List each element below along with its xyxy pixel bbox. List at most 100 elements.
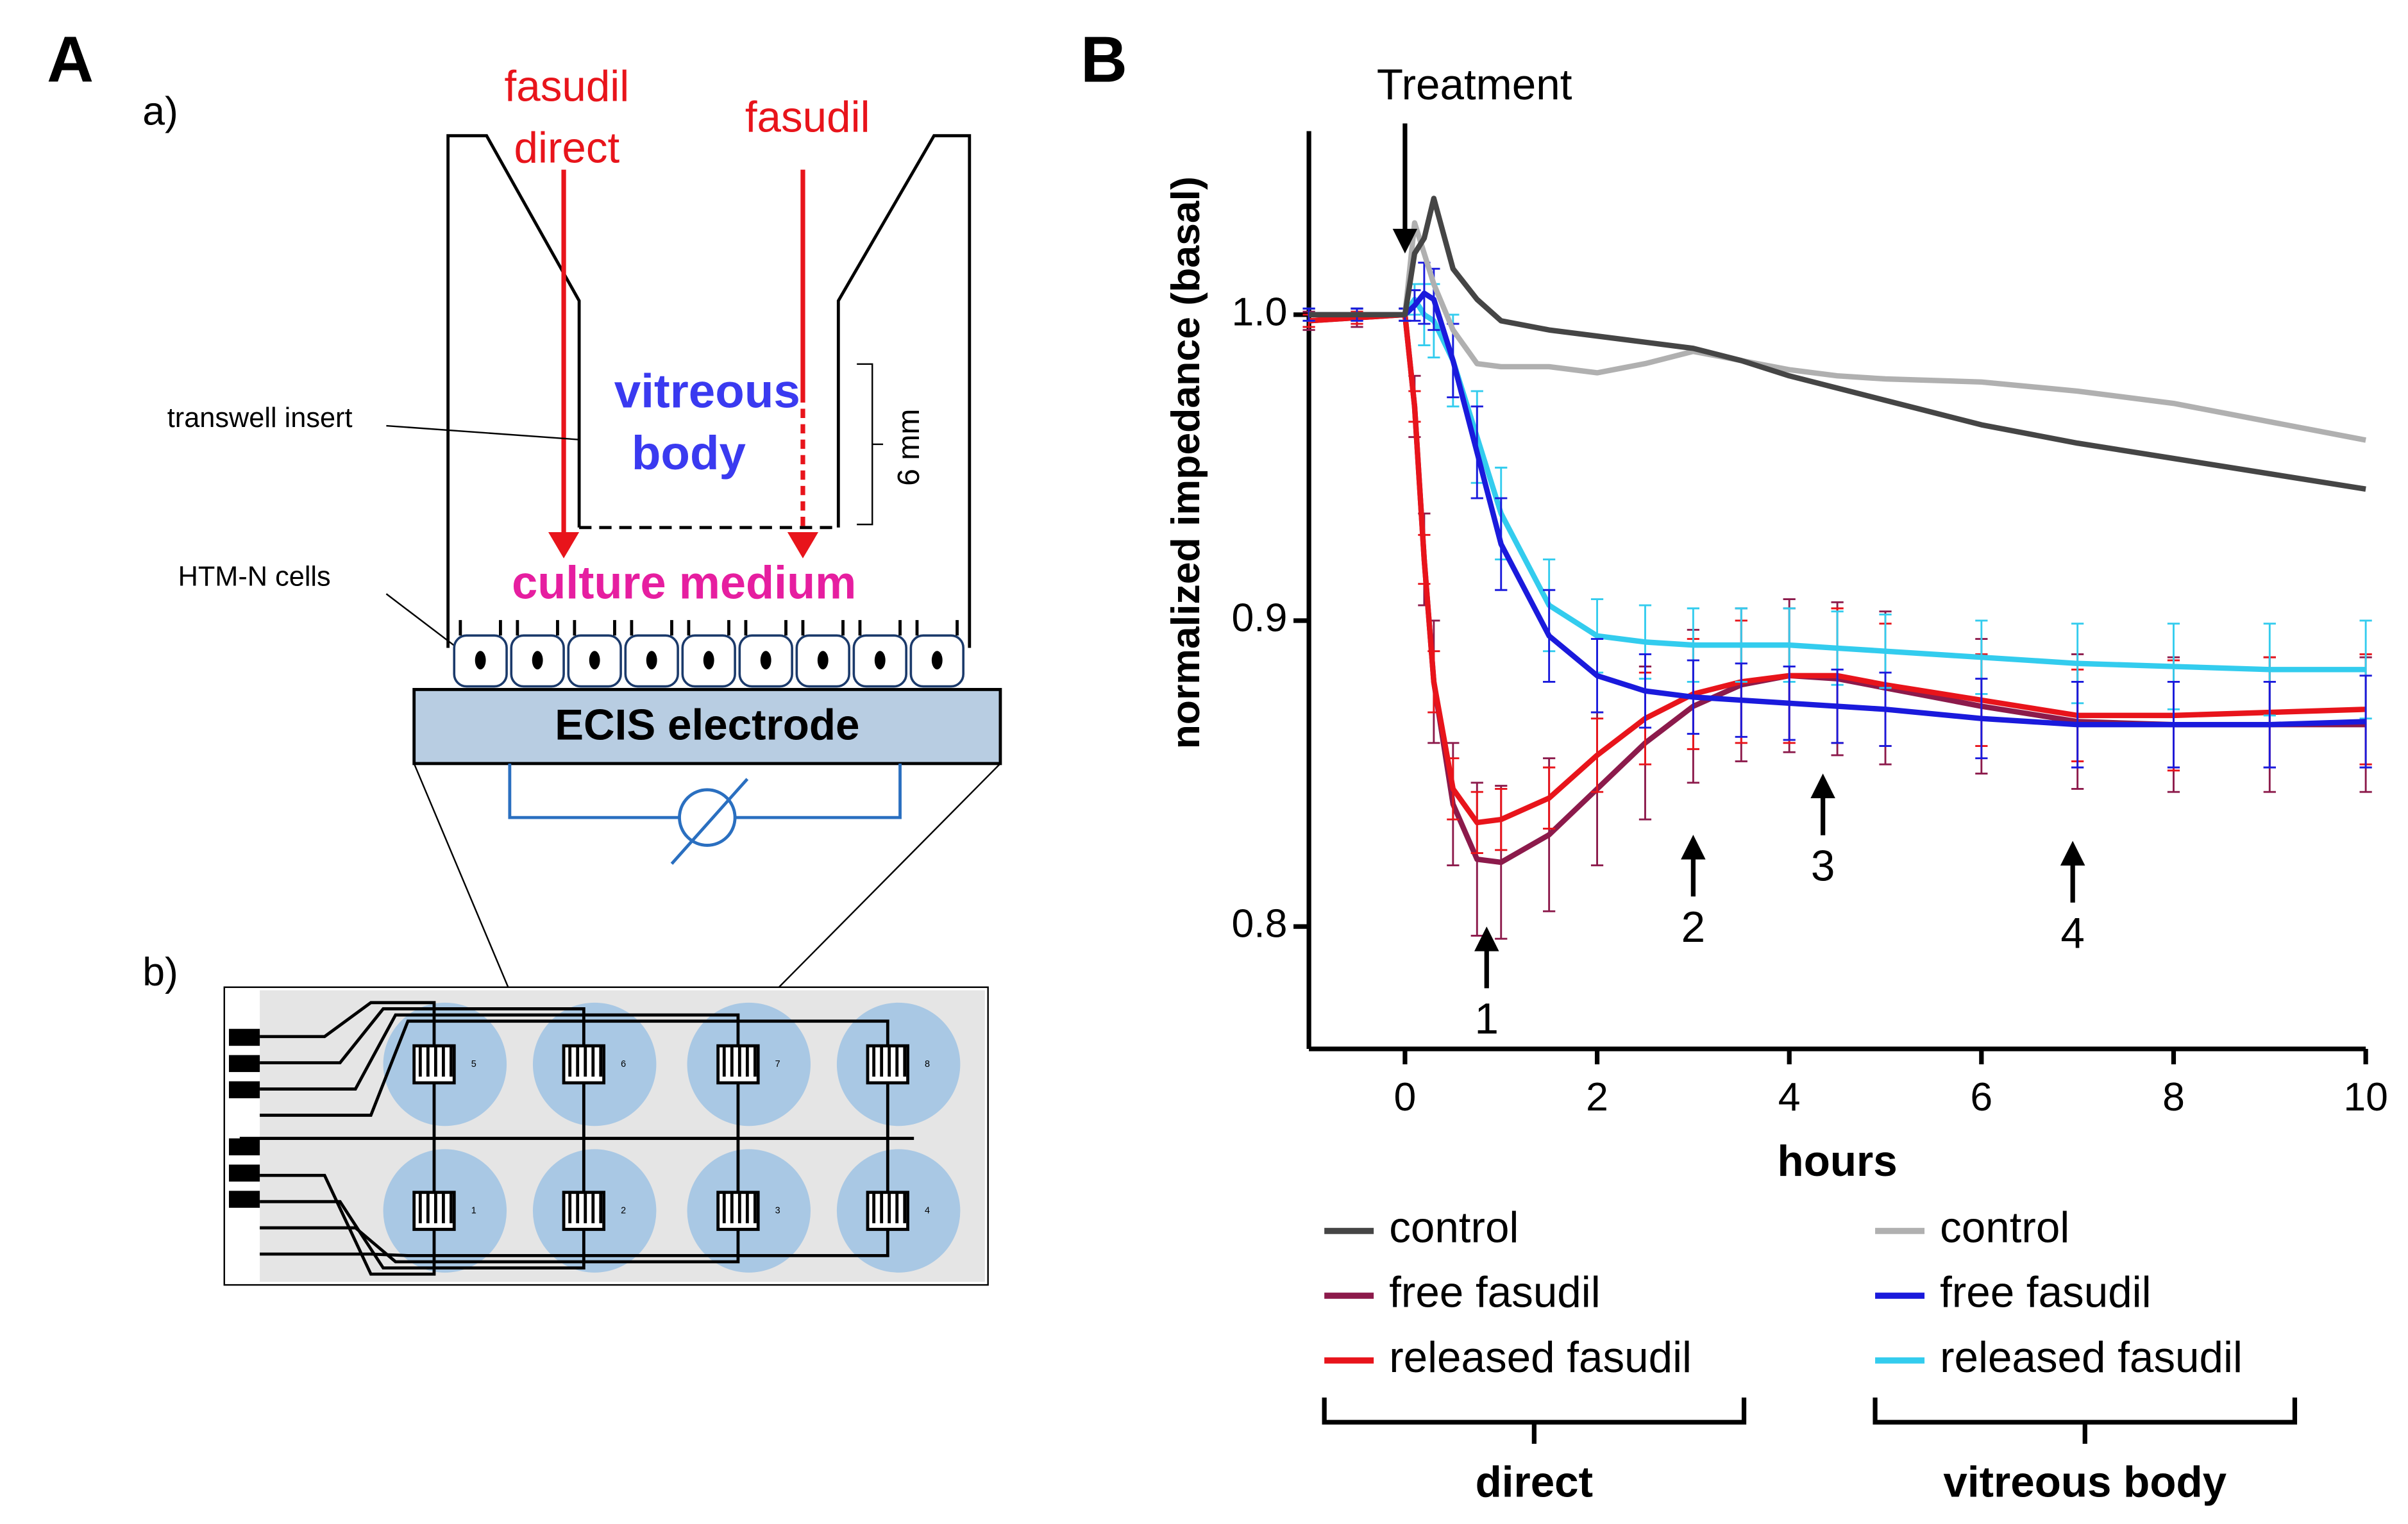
legend-label: free fasudil [1389, 1269, 1601, 1317]
series-line [1309, 290, 2366, 728]
y-tick-label: 1.0 [1231, 289, 1287, 334]
wall [446, 134, 581, 648]
legend-label: control [1940, 1204, 2069, 1252]
series-line [1309, 196, 2366, 492]
cell-layer [453, 620, 964, 688]
nucleus [874, 651, 886, 670]
series-line [1308, 312, 2366, 866]
x-tick-label: 10 [2343, 1075, 2388, 1119]
y-tick-label: 0.8 [1231, 901, 1287, 946]
arrowhead [2060, 841, 2085, 866]
legend-label: control [1389, 1204, 1519, 1252]
track [260, 1173, 436, 1276]
circuit [508, 763, 680, 819]
cilia [858, 620, 902, 636]
label: fasudil [505, 62, 630, 110]
legend-label: released fasudil [1940, 1334, 2243, 1382]
panel-label: B [1081, 24, 1127, 96]
nucleus [532, 651, 543, 670]
legend-label: free fasudil [1940, 1269, 2151, 1317]
cilia [573, 620, 616, 636]
sub-label: a) [142, 89, 178, 134]
label: ECIS electrode [555, 701, 859, 749]
nucleus [646, 651, 657, 670]
x-tick-label: 2 [1586, 1075, 1608, 1119]
leader [386, 424, 580, 440]
well-number: 4 [925, 1205, 930, 1216]
circuit [735, 763, 902, 819]
series-line [1308, 312, 2366, 826]
panel-label: A [47, 24, 94, 96]
wall [836, 134, 972, 648]
x-tick-label: 8 [2162, 1075, 2185, 1119]
y-axis-label: normalized impedance (basal) [1163, 176, 1208, 749]
pad [228, 1191, 260, 1208]
well-number: 5 [471, 1059, 476, 1069]
label: direct [514, 124, 620, 172]
arrowhead [1474, 926, 1499, 951]
pad [228, 1164, 260, 1182]
legend-bracket [1322, 1397, 1747, 1444]
nucleus [931, 651, 943, 670]
meter [670, 778, 749, 865]
cilia [516, 620, 559, 636]
x-axis-label: hours [1778, 1137, 1898, 1185]
pad [228, 1028, 260, 1046]
label: culture medium [512, 557, 856, 608]
label: HTM-N cells [178, 562, 331, 592]
annotation: 3 [1811, 842, 1835, 891]
annotation: 2 [1681, 903, 1705, 951]
annotation: 4 [2060, 909, 2084, 957]
label: 6 mm [891, 409, 926, 486]
annotation: 1 [1475, 995, 1499, 1043]
well-number: 2 [621, 1205, 626, 1216]
y-tick-label: 0.9 [1231, 595, 1287, 640]
leader [385, 593, 458, 649]
sub-label: b) [142, 950, 178, 994]
x-tick-label: 0 [1394, 1075, 1417, 1119]
cilia [459, 620, 502, 636]
pad [228, 1081, 260, 1098]
well-number: 7 [775, 1059, 780, 1069]
arrowhead [1681, 834, 1706, 860]
chart: B 0.8 0.9 1.0 0 2 4 6 8 10 hours normalized impedan… [1081, 24, 2388, 1507]
label: fasudil [745, 93, 870, 141]
label: body [632, 426, 746, 480]
track [260, 1001, 436, 1046]
x-tick-label: 4 [1778, 1075, 1801, 1119]
annotation: Treatment [1377, 61, 1572, 109]
cilia [687, 620, 730, 636]
pad [228, 1138, 260, 1155]
wells: 5 6 7 8 1 2 3 4 [228, 1001, 961, 1276]
nucleus [817, 651, 829, 670]
cilia [915, 620, 959, 636]
arrowhead [1392, 228, 1418, 254]
pad [228, 1055, 260, 1073]
cilia [801, 620, 845, 636]
well-number: 8 [925, 1059, 930, 1069]
well-number: 3 [775, 1205, 780, 1216]
well-number: 1 [471, 1205, 476, 1216]
track [260, 1013, 740, 1091]
series-line [1309, 220, 2366, 443]
arrowhead [548, 532, 580, 558]
label: vitreous [614, 364, 800, 418]
legend-group: vitreous body [1943, 1459, 2227, 1507]
legend-label: released fasudil [1389, 1334, 1692, 1382]
well-number: 6 [621, 1059, 626, 1069]
arrowhead [1810, 773, 1835, 799]
series-line [1309, 296, 2366, 673]
label: transwell insert [167, 403, 353, 433]
cilia [744, 620, 787, 636]
nucleus [589, 651, 600, 670]
electrode [412, 688, 1002, 766]
legend-bracket [1873, 1397, 2298, 1444]
nucleus [475, 651, 486, 670]
error-bar [2359, 674, 2372, 769]
x-tick-label: 6 [1970, 1075, 1992, 1119]
track [260, 1019, 889, 1117]
arrowhead [787, 532, 819, 558]
bracket [857, 363, 873, 526]
